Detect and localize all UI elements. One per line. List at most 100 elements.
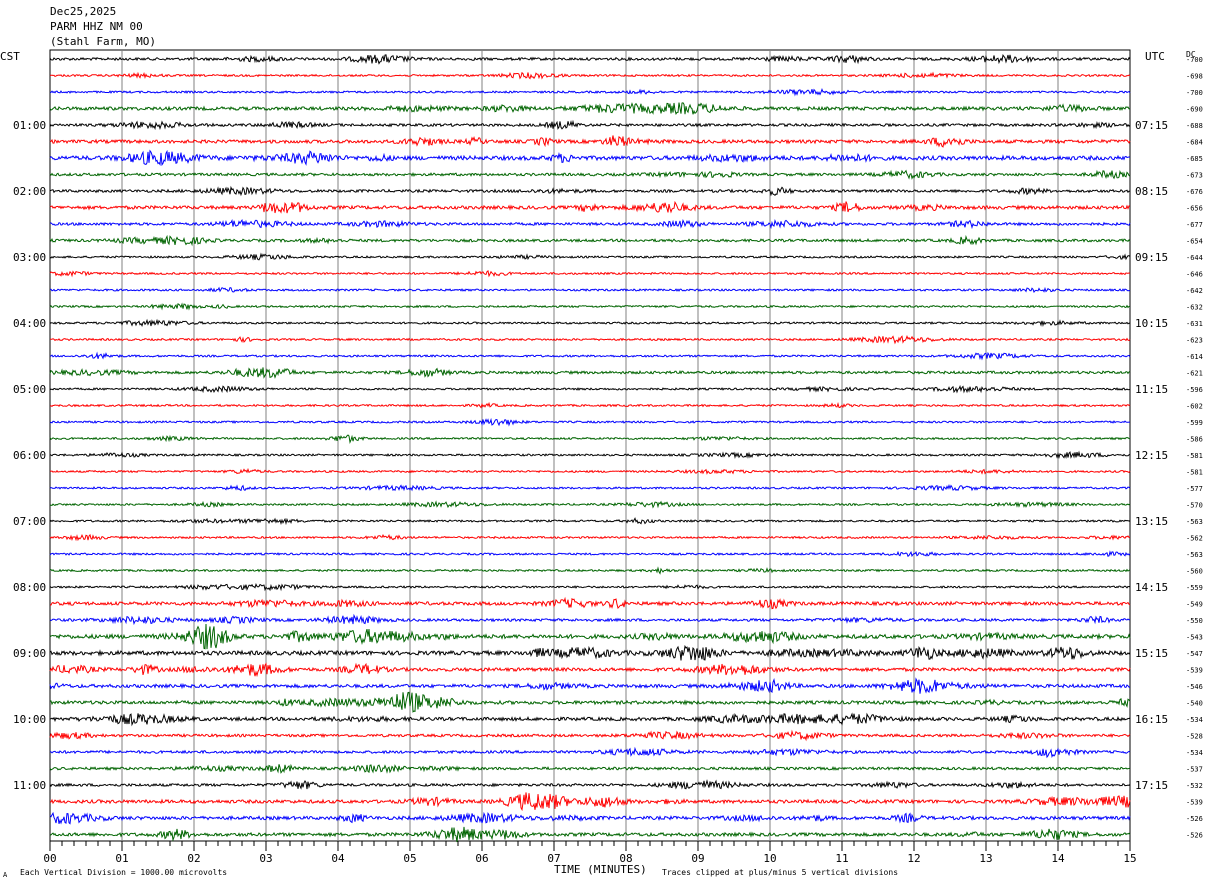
trace-line	[49, 384, 1131, 394]
trace-line	[49, 218, 1131, 230]
x-tick-label: 07	[547, 852, 560, 865]
utc-hour-label: 07:15	[1135, 119, 1168, 132]
trace-line	[49, 763, 1131, 774]
dc-offset-label: -570	[1186, 502, 1203, 510]
trace-line	[49, 119, 1131, 131]
x-tick-label: 14	[1051, 852, 1065, 865]
dc-offset-label: -596	[1186, 386, 1203, 394]
dc-offset-label: -644	[1186, 254, 1203, 262]
trace-line	[49, 71, 1131, 80]
x-axis-label: TIME (MINUTES)	[554, 863, 647, 876]
left-timezone-label: CST	[0, 50, 20, 63]
header-location: (Stahl Farm, MO)	[50, 35, 156, 48]
dc-offset-label: -534	[1186, 716, 1203, 724]
trace-line	[49, 401, 1131, 409]
x-tick-label: 06	[475, 852, 488, 865]
x-tick-label: 00	[43, 852, 56, 865]
header-station: PARM HHZ NM 00	[50, 20, 143, 33]
trace-line	[49, 234, 1131, 247]
scale-note: Each Vertical Division = 1000.00 microvo…	[20, 868, 228, 877]
cst-hour-label: 07:00	[13, 515, 46, 528]
trace-line	[49, 623, 1131, 650]
trace-line	[49, 467, 1131, 475]
cst-hour-label: 09:00	[13, 647, 46, 660]
dc-offset-label: -673	[1186, 172, 1203, 180]
trace-line	[49, 434, 1131, 444]
trace-line	[49, 811, 1131, 825]
trace-line	[49, 286, 1131, 293]
dc-offset-label: -614	[1186, 353, 1203, 361]
x-tick-label: 01	[115, 852, 128, 865]
trace-line	[49, 318, 1131, 328]
trace-line	[49, 779, 1131, 790]
dc-offset-label: -550	[1186, 617, 1203, 625]
utc-hour-label: 09:15	[1135, 251, 1168, 264]
x-tick-label: 05	[403, 852, 416, 865]
x-tick-label: 08	[619, 852, 632, 865]
dc-offset-label: -559	[1186, 584, 1203, 592]
dc-offset-label: -560	[1186, 568, 1203, 576]
dc-offset-label: -546	[1186, 683, 1203, 691]
utc-hour-label: 12:15	[1135, 449, 1168, 462]
cst-hour-label: 08:00	[13, 581, 46, 594]
trace-line	[49, 746, 1131, 759]
trace-line	[49, 677, 1131, 694]
x-tick-label: 11	[835, 852, 848, 865]
trace-line	[49, 302, 1131, 311]
dc-offset-label: -526	[1186, 815, 1203, 823]
trace-line	[49, 644, 1131, 661]
trace-line	[50, 566, 1131, 575]
trace-line	[49, 87, 1131, 97]
dc-offset-label: -577	[1186, 485, 1203, 493]
trace-line	[49, 54, 1131, 65]
trace-line	[49, 533, 1131, 542]
trace-line	[49, 169, 1131, 180]
trace-line	[49, 712, 1131, 727]
right-timezone-label: UTC	[1145, 50, 1165, 63]
dc-offset-label: -700	[1186, 56, 1203, 64]
dc-offset-label: -586	[1186, 436, 1203, 444]
trace-line	[49, 729, 1131, 742]
trace-line	[49, 269, 1131, 278]
dc-offset-label: -646	[1186, 271, 1203, 279]
x-tick-label: 04	[331, 852, 345, 865]
dc-offset-label: -526	[1186, 832, 1203, 840]
corner-mark: A	[3, 871, 8, 879]
dc-offset-label: -562	[1186, 535, 1203, 543]
trace-line	[49, 613, 1131, 626]
trace-line	[49, 583, 1131, 592]
dc-offset-label: -698	[1186, 73, 1203, 81]
trace-line	[49, 517, 1131, 526]
trace-line	[49, 792, 1131, 812]
header-date: Dec25,2025	[50, 5, 117, 18]
utc-hour-label: 08:15	[1135, 185, 1168, 198]
cst-hour-label: 05:00	[13, 383, 46, 396]
dc-offset-label: -623	[1186, 337, 1203, 345]
utc-hour-label: 14:15	[1135, 581, 1168, 594]
dc-offset-label: -690	[1186, 106, 1203, 114]
dc-offset-label: -621	[1186, 370, 1203, 378]
dc-offset-label: -534	[1186, 749, 1203, 757]
dc-offset-label: -700	[1186, 89, 1203, 97]
dc-offset-label: -685	[1186, 155, 1203, 163]
trace-line	[49, 450, 1131, 460]
cst-hour-label: 06:00	[13, 449, 46, 462]
x-tick-label: 02	[187, 852, 200, 865]
dc-offset-label: -676	[1186, 188, 1203, 196]
x-tick-label: 13	[979, 852, 992, 865]
dc-offset-label: -631	[1186, 320, 1203, 328]
trace-line	[49, 691, 1131, 713]
x-tick-label: 15	[1123, 852, 1136, 865]
cst-hour-label: 10:00	[13, 713, 46, 726]
cst-hour-label: 01:00	[13, 119, 46, 132]
dc-offset-label: -602	[1186, 403, 1203, 411]
dc-offset-label: -547	[1186, 650, 1203, 658]
dc-offset-label: -543	[1186, 634, 1203, 642]
dc-offset-label: -563	[1186, 518, 1203, 526]
dc-offset-label: -656	[1186, 205, 1203, 213]
dc-offset-label: -540	[1186, 700, 1203, 708]
trace-line	[49, 550, 1131, 558]
trace-line	[49, 185, 1131, 197]
trace-line	[49, 596, 1131, 610]
